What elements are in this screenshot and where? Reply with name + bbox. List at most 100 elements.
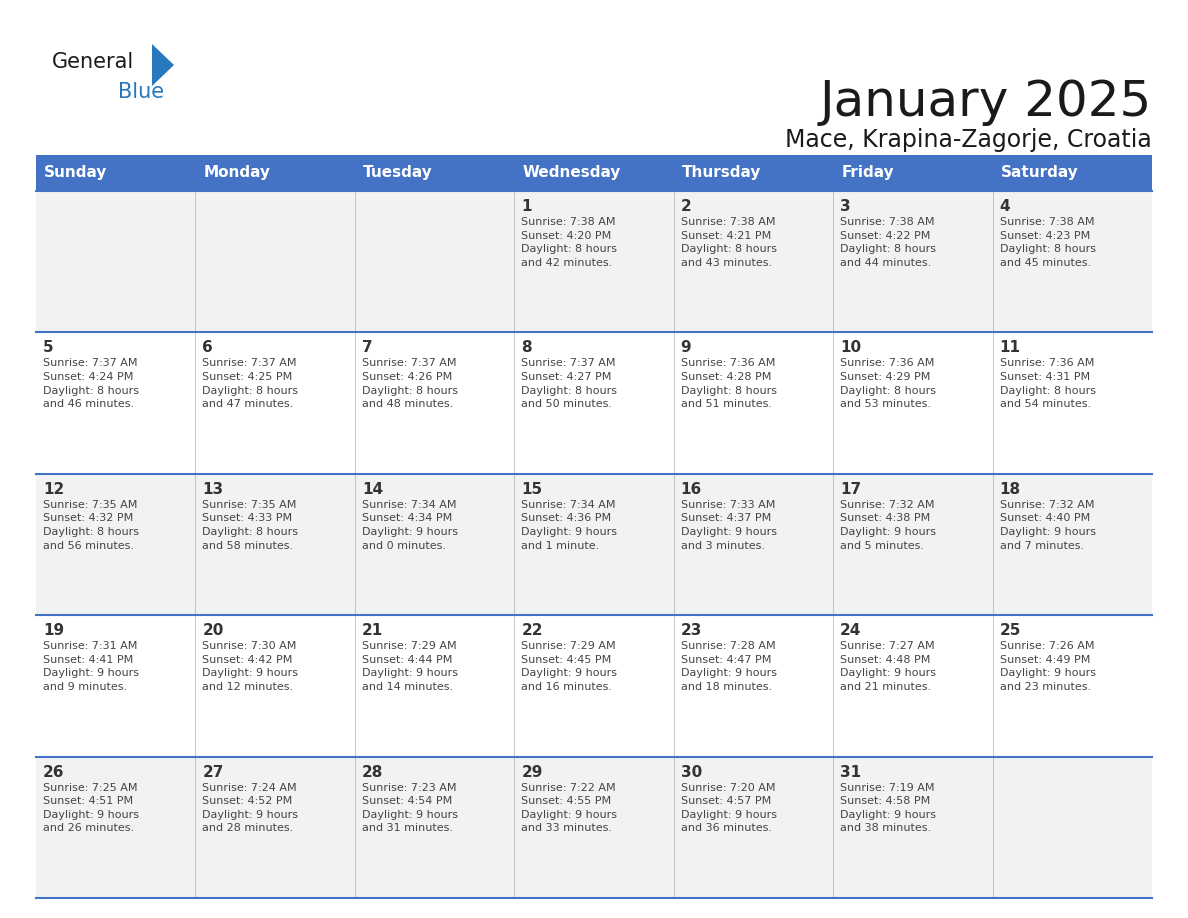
Bar: [36, 756, 196, 898]
Text: Sunday: Sunday: [44, 165, 107, 181]
Text: Sunrise: 7:34 AM
Sunset: 4:36 PM
Daylight: 9 hours
and 1 minute.: Sunrise: 7:34 AM Sunset: 4:36 PM Dayligh…: [522, 499, 618, 551]
Text: 13: 13: [202, 482, 223, 497]
Bar: [196, 615, 355, 756]
Text: 4: 4: [999, 199, 1010, 214]
Bar: [36, 191, 196, 332]
Text: Tuesday: Tuesday: [362, 165, 432, 181]
Text: Sunrise: 7:32 AM
Sunset: 4:38 PM
Daylight: 9 hours
and 5 minutes.: Sunrise: 7:32 AM Sunset: 4:38 PM Dayligh…: [840, 499, 936, 551]
Text: 3: 3: [840, 199, 851, 214]
Bar: [196, 332, 355, 474]
Bar: [514, 191, 674, 332]
Bar: [992, 155, 1152, 191]
Bar: [833, 191, 992, 332]
Bar: [36, 615, 196, 756]
Text: Sunrise: 7:31 AM
Sunset: 4:41 PM
Daylight: 9 hours
and 9 minutes.: Sunrise: 7:31 AM Sunset: 4:41 PM Dayligh…: [43, 641, 139, 692]
Bar: [992, 474, 1152, 615]
Text: Sunrise: 7:37 AM
Sunset: 4:26 PM
Daylight: 8 hours
and 48 minutes.: Sunrise: 7:37 AM Sunset: 4:26 PM Dayligh…: [362, 358, 457, 409]
Text: Sunrise: 7:32 AM
Sunset: 4:40 PM
Daylight: 9 hours
and 7 minutes.: Sunrise: 7:32 AM Sunset: 4:40 PM Dayligh…: [999, 499, 1095, 551]
Text: 19: 19: [43, 623, 64, 638]
Bar: [833, 615, 992, 756]
Text: Sunrise: 7:36 AM
Sunset: 4:28 PM
Daylight: 8 hours
and 51 minutes.: Sunrise: 7:36 AM Sunset: 4:28 PM Dayligh…: [681, 358, 777, 409]
Text: Sunrise: 7:24 AM
Sunset: 4:52 PM
Daylight: 9 hours
and 28 minutes.: Sunrise: 7:24 AM Sunset: 4:52 PM Dayligh…: [202, 783, 298, 834]
Bar: [833, 155, 992, 191]
Text: Sunrise: 7:30 AM
Sunset: 4:42 PM
Daylight: 9 hours
and 12 minutes.: Sunrise: 7:30 AM Sunset: 4:42 PM Dayligh…: [202, 641, 298, 692]
Text: Blue: Blue: [118, 82, 164, 102]
Text: 8: 8: [522, 341, 532, 355]
Text: Sunrise: 7:34 AM
Sunset: 4:34 PM
Daylight: 9 hours
and 0 minutes.: Sunrise: 7:34 AM Sunset: 4:34 PM Dayligh…: [362, 499, 457, 551]
Text: 2: 2: [681, 199, 691, 214]
Bar: [514, 474, 674, 615]
Text: Sunrise: 7:28 AM
Sunset: 4:47 PM
Daylight: 9 hours
and 18 minutes.: Sunrise: 7:28 AM Sunset: 4:47 PM Dayligh…: [681, 641, 777, 692]
Bar: [355, 155, 514, 191]
Bar: [36, 474, 196, 615]
Bar: [514, 155, 674, 191]
Text: 26: 26: [43, 765, 64, 779]
Text: 15: 15: [522, 482, 543, 497]
Bar: [196, 756, 355, 898]
Text: 23: 23: [681, 623, 702, 638]
Text: Sunrise: 7:35 AM
Sunset: 4:33 PM
Daylight: 8 hours
and 58 minutes.: Sunrise: 7:35 AM Sunset: 4:33 PM Dayligh…: [202, 499, 298, 551]
Text: 22: 22: [522, 623, 543, 638]
Text: 17: 17: [840, 482, 861, 497]
Polygon shape: [152, 44, 173, 86]
Text: Sunrise: 7:25 AM
Sunset: 4:51 PM
Daylight: 9 hours
and 26 minutes.: Sunrise: 7:25 AM Sunset: 4:51 PM Dayligh…: [43, 783, 139, 834]
Text: Saturday: Saturday: [1000, 165, 1079, 181]
Text: 25: 25: [999, 623, 1020, 638]
Text: Sunrise: 7:37 AM
Sunset: 4:25 PM
Daylight: 8 hours
and 47 minutes.: Sunrise: 7:37 AM Sunset: 4:25 PM Dayligh…: [202, 358, 298, 409]
Bar: [355, 615, 514, 756]
Text: Friday: Friday: [841, 165, 893, 181]
Bar: [355, 332, 514, 474]
Bar: [992, 615, 1152, 756]
Text: 29: 29: [522, 765, 543, 779]
Text: Sunrise: 7:29 AM
Sunset: 4:45 PM
Daylight: 9 hours
and 16 minutes.: Sunrise: 7:29 AM Sunset: 4:45 PM Dayligh…: [522, 641, 618, 692]
Bar: [674, 155, 833, 191]
Text: Sunrise: 7:29 AM
Sunset: 4:44 PM
Daylight: 9 hours
and 14 minutes.: Sunrise: 7:29 AM Sunset: 4:44 PM Dayligh…: [362, 641, 457, 692]
Bar: [514, 332, 674, 474]
Bar: [36, 332, 196, 474]
Text: Sunrise: 7:37 AM
Sunset: 4:24 PM
Daylight: 8 hours
and 46 minutes.: Sunrise: 7:37 AM Sunset: 4:24 PM Dayligh…: [43, 358, 139, 409]
Text: 27: 27: [202, 765, 223, 779]
Text: 11: 11: [999, 341, 1020, 355]
Text: 16: 16: [681, 482, 702, 497]
Bar: [674, 615, 833, 756]
Text: Sunrise: 7:36 AM
Sunset: 4:31 PM
Daylight: 8 hours
and 54 minutes.: Sunrise: 7:36 AM Sunset: 4:31 PM Dayligh…: [999, 358, 1095, 409]
Text: 1: 1: [522, 199, 532, 214]
Text: 14: 14: [362, 482, 383, 497]
Bar: [992, 756, 1152, 898]
Text: Sunrise: 7:27 AM
Sunset: 4:48 PM
Daylight: 9 hours
and 21 minutes.: Sunrise: 7:27 AM Sunset: 4:48 PM Dayligh…: [840, 641, 936, 692]
Text: Sunrise: 7:26 AM
Sunset: 4:49 PM
Daylight: 9 hours
and 23 minutes.: Sunrise: 7:26 AM Sunset: 4:49 PM Dayligh…: [999, 641, 1095, 692]
Text: Sunrise: 7:35 AM
Sunset: 4:32 PM
Daylight: 8 hours
and 56 minutes.: Sunrise: 7:35 AM Sunset: 4:32 PM Dayligh…: [43, 499, 139, 551]
Text: 30: 30: [681, 765, 702, 779]
Bar: [514, 756, 674, 898]
Bar: [833, 756, 992, 898]
Text: Sunrise: 7:23 AM
Sunset: 4:54 PM
Daylight: 9 hours
and 31 minutes.: Sunrise: 7:23 AM Sunset: 4:54 PM Dayligh…: [362, 783, 457, 834]
Text: Thursday: Thursday: [682, 165, 762, 181]
Text: 20: 20: [202, 623, 223, 638]
Bar: [674, 332, 833, 474]
Bar: [196, 474, 355, 615]
Text: Sunrise: 7:36 AM
Sunset: 4:29 PM
Daylight: 8 hours
and 53 minutes.: Sunrise: 7:36 AM Sunset: 4:29 PM Dayligh…: [840, 358, 936, 409]
Text: Sunrise: 7:38 AM
Sunset: 4:21 PM
Daylight: 8 hours
and 43 minutes.: Sunrise: 7:38 AM Sunset: 4:21 PM Dayligh…: [681, 217, 777, 268]
Bar: [196, 155, 355, 191]
Bar: [674, 756, 833, 898]
Text: 21: 21: [362, 623, 383, 638]
Bar: [355, 474, 514, 615]
Text: 31: 31: [840, 765, 861, 779]
Text: 10: 10: [840, 341, 861, 355]
Text: 7: 7: [362, 341, 373, 355]
Text: 5: 5: [43, 341, 53, 355]
Text: 18: 18: [999, 482, 1020, 497]
Text: Sunrise: 7:38 AM
Sunset: 4:23 PM
Daylight: 8 hours
and 45 minutes.: Sunrise: 7:38 AM Sunset: 4:23 PM Dayligh…: [999, 217, 1095, 268]
Text: Wednesday: Wednesday: [523, 165, 620, 181]
Text: Sunrise: 7:19 AM
Sunset: 4:58 PM
Daylight: 9 hours
and 38 minutes.: Sunrise: 7:19 AM Sunset: 4:58 PM Dayligh…: [840, 783, 936, 834]
Text: Sunrise: 7:37 AM
Sunset: 4:27 PM
Daylight: 8 hours
and 50 minutes.: Sunrise: 7:37 AM Sunset: 4:27 PM Dayligh…: [522, 358, 618, 409]
Text: 24: 24: [840, 623, 861, 638]
Bar: [196, 191, 355, 332]
Bar: [833, 332, 992, 474]
Text: 6: 6: [202, 341, 213, 355]
Text: Sunrise: 7:33 AM
Sunset: 4:37 PM
Daylight: 9 hours
and 3 minutes.: Sunrise: 7:33 AM Sunset: 4:37 PM Dayligh…: [681, 499, 777, 551]
Bar: [992, 191, 1152, 332]
Bar: [992, 332, 1152, 474]
Text: Sunrise: 7:38 AM
Sunset: 4:22 PM
Daylight: 8 hours
and 44 minutes.: Sunrise: 7:38 AM Sunset: 4:22 PM Dayligh…: [840, 217, 936, 268]
Bar: [514, 615, 674, 756]
